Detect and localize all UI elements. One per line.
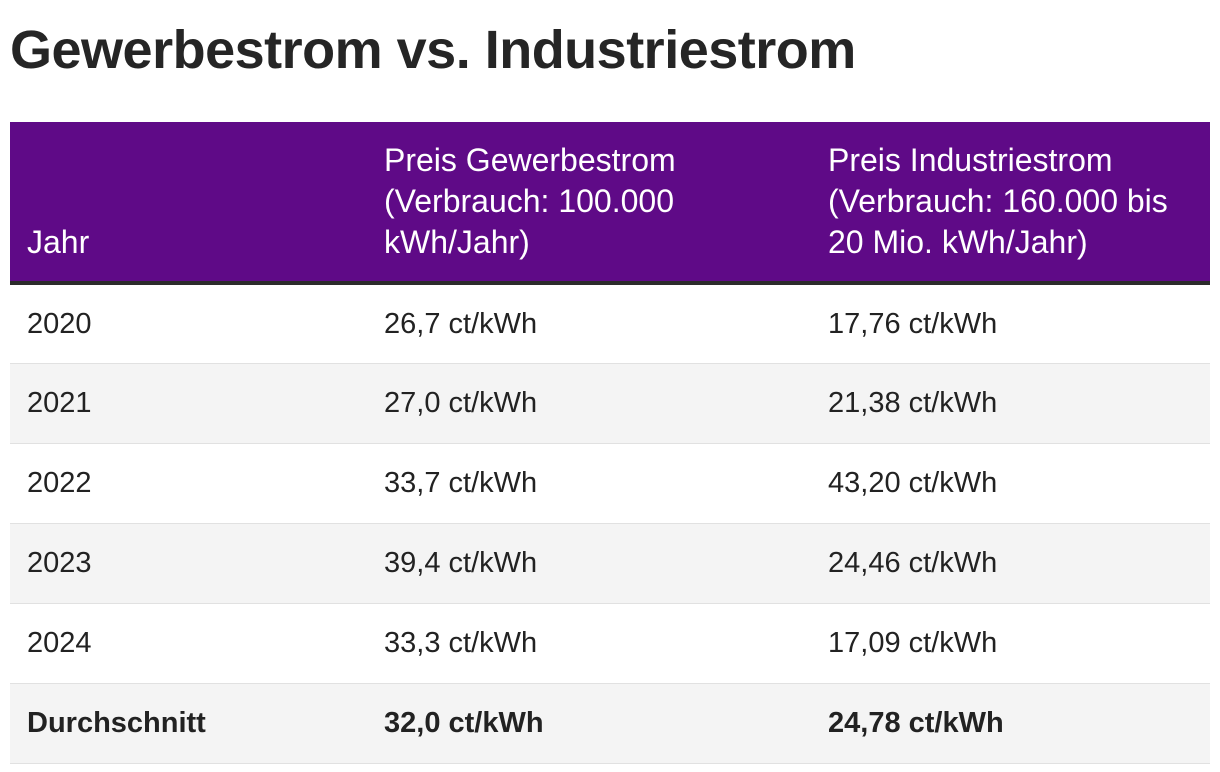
commercial-price-cell: 26,7 ct/kWh [367, 283, 811, 364]
industrial-price-cell: 24,46 ct/kWh [811, 523, 1210, 604]
industrial-price-cell: 17,09 ct/kWh [811, 603, 1210, 684]
table-row: 2022 33,7 ct/kWh 43,20 ct/kWh [10, 443, 1210, 524]
year-cell: 2020 [10, 283, 367, 364]
column-header-commercial-price: Preis Gewerbestrom (Verbrauch: 100.000 k… [367, 122, 811, 285]
commercial-price-cell: 33,3 ct/kWh [367, 603, 811, 684]
year-cell: 2021 [10, 363, 367, 444]
table-body: 2020 26,7 ct/kWh 17,76 ct/kWh 2021 27,0 … [10, 283, 1210, 764]
table-row: 2024 33,3 ct/kWh 17,09 ct/kWh [10, 603, 1210, 684]
column-header-year: Jahr [10, 122, 367, 285]
average-row: Durchschnitt 32,0 ct/kWh 24,78 ct/kWh [10, 683, 1210, 764]
year-cell: 2023 [10, 523, 367, 604]
commercial-price-cell: 33,7 ct/kWh [367, 443, 811, 524]
table-header: Jahr Preis Gewerbestrom (Verbrauch: 100.… [10, 122, 1210, 285]
industrial-price-cell: 21,38 ct/kWh [811, 363, 1210, 444]
average-industrial-price: 24,78 ct/kWh [811, 683, 1210, 764]
table-row: 2023 39,4 ct/kWh 24,46 ct/kWh [10, 523, 1210, 604]
average-commercial-price: 32,0 ct/kWh [367, 683, 811, 764]
industrial-price-cell: 17,76 ct/kWh [811, 283, 1210, 364]
table-row: 2021 27,0 ct/kWh 21,38 ct/kWh [10, 363, 1210, 444]
commercial-price-cell: 39,4 ct/kWh [367, 523, 811, 604]
price-comparison-table: Jahr Preis Gewerbestrom (Verbrauch: 100.… [10, 122, 1210, 764]
year-cell: 2022 [10, 443, 367, 524]
average-label: Durchschnitt [10, 683, 367, 764]
header-row: Jahr Preis Gewerbestrom (Verbrauch: 100.… [10, 122, 1210, 285]
year-cell: 2024 [10, 603, 367, 684]
page-title: Gewerbestrom vs. Industriestrom [10, 20, 856, 80]
industrial-price-cell: 43,20 ct/kWh [811, 443, 1210, 524]
table-row: 2020 26,7 ct/kWh 17,76 ct/kWh [10, 283, 1210, 364]
commercial-price-cell: 27,0 ct/kWh [367, 363, 811, 444]
column-header-industrial-price: Preis Industriestrom (Verbrauch: 160.000… [811, 122, 1210, 285]
